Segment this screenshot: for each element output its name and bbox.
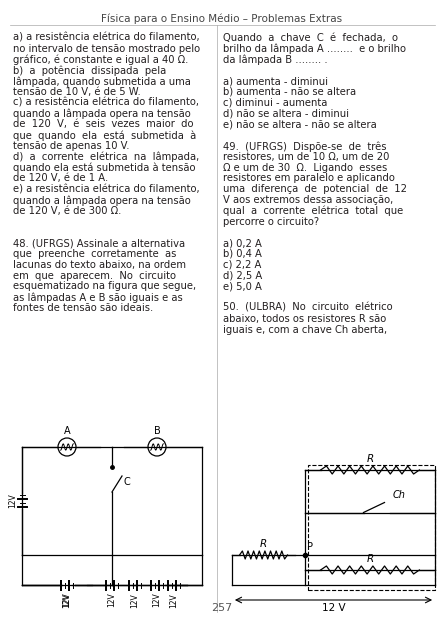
Text: b)  a  potência  dissipada  pela: b) a potência dissipada pela (13, 65, 166, 76)
Text: qual  a  corrente  elétrica  total  que: qual a corrente elétrica total que (223, 206, 404, 216)
Text: A: A (64, 426, 70, 436)
Text: d) 2,5 A: d) 2,5 A (223, 271, 263, 280)
Text: uma  diferença  de  potencial  de  12: uma diferença de potencial de 12 (223, 184, 407, 194)
Text: quando a lâmpada opera na tensão: quando a lâmpada opera na tensão (13, 109, 191, 119)
Text: 12V: 12V (153, 592, 162, 607)
Text: b) aumenta - não se altera: b) aumenta - não se altera (223, 87, 356, 97)
Text: V aos extremos dessa associação,: V aos extremos dessa associação, (223, 195, 393, 205)
Text: 12 V: 12 V (322, 603, 345, 613)
Text: b) 0,4 A: b) 0,4 A (223, 249, 262, 259)
Text: e) não se altera - não se altera: e) não se altera - não se altera (223, 120, 377, 129)
Text: 12V: 12V (170, 593, 178, 608)
Text: 12V: 12V (8, 493, 17, 508)
Text: e) a resistência elétrica do filamento,: e) a resistência elétrica do filamento, (13, 184, 200, 194)
Text: lacunas do texto abaixo, na ordem: lacunas do texto abaixo, na ordem (13, 260, 186, 270)
Text: R: R (260, 539, 267, 549)
Text: P: P (307, 542, 313, 552)
Text: a) 0,2 A: a) 0,2 A (223, 238, 262, 248)
Text: de 120 V, é de 1 A.: de 120 V, é de 1 A. (13, 173, 108, 184)
Text: de  120  V,  é  seis  vezes  maior  do: de 120 V, é seis vezes maior do (13, 120, 194, 129)
Text: d)  a  corrente  elétrica  na  lâmpada,: d) a corrente elétrica na lâmpada, (13, 152, 199, 163)
Bar (308, 465, 435, 590)
Text: c) 2,2 A: c) 2,2 A (223, 260, 262, 270)
Text: 12V: 12V (130, 593, 139, 608)
Text: de 120 V, é de 300 Ω.: de 120 V, é de 300 Ω. (13, 206, 121, 216)
Text: tensão de 10 V, é de 5 W.: tensão de 10 V, é de 5 W. (13, 87, 141, 97)
Text: da lâmpada B ........ .: da lâmpada B ........ . (223, 54, 328, 65)
Text: Quando  a  chave  C  é  fechada,  o: Quando a chave C é fechada, o (223, 33, 398, 43)
Text: quando ela está submetida à tensão: quando ela está submetida à tensão (13, 163, 195, 173)
Text: fontes de tensão são ideais.: fontes de tensão são ideais. (13, 303, 153, 313)
Text: resistores em paralelo e aplicando: resistores em paralelo e aplicando (223, 173, 395, 184)
Text: a) a resistência elétrica do filamento,: a) a resistência elétrica do filamento, (13, 33, 200, 43)
Text: Física para o Ensino Médio – Problemas Extras: Física para o Ensino Médio – Problemas E… (101, 13, 343, 24)
Text: gráfico, é constante e igual a 40 Ω.: gráfico, é constante e igual a 40 Ω. (13, 54, 188, 65)
Text: em  que  aparecem.  No  circuito: em que aparecem. No circuito (13, 271, 176, 280)
Text: que  quando  ela  está  submetida  à: que quando ela está submetida à (13, 130, 196, 141)
Text: quando a lâmpada opera na tensão: quando a lâmpada opera na tensão (13, 195, 191, 205)
Text: que  preenche  corretamente  as: que preenche corretamente as (13, 249, 176, 259)
Text: lâmpada, quando submetida a uma: lâmpada, quando submetida a uma (13, 76, 191, 86)
Text: Ω e um de 30  Ω.  Ligando  esses: Ω e um de 30 Ω. Ligando esses (223, 163, 388, 173)
Text: esquematizado na figura que segue,: esquematizado na figura que segue, (13, 282, 196, 291)
Text: as lâmpadas A e B são iguais e as: as lâmpadas A e B são iguais e as (13, 292, 183, 303)
Text: brilho da lâmpada A ........  e o brilho: brilho da lâmpada A ........ e o brilho (223, 44, 406, 54)
Text: percorre o circuito?: percorre o circuito? (223, 216, 319, 227)
Text: a) aumenta - diminui: a) aumenta - diminui (223, 76, 328, 86)
Text: e) 5,0 A: e) 5,0 A (223, 282, 262, 291)
Text: d) não se altera - diminui: d) não se altera - diminui (223, 109, 349, 118)
Text: 257: 257 (211, 603, 233, 613)
Text: 50.  (ULBRA)  No  circuito  elétrico: 50. (ULBRA) No circuito elétrico (223, 303, 393, 313)
Text: c) diminui - aumenta: c) diminui - aumenta (223, 98, 328, 108)
Text: c) a resistência elétrica do filamento,: c) a resistência elétrica do filamento, (13, 98, 199, 108)
Text: iguais e, com a chave Ch aberta,: iguais e, com a chave Ch aberta, (223, 324, 387, 335)
Text: 49.  (UFRGS)  Dispõe-se  de  três: 49. (UFRGS) Dispõe-se de três (223, 141, 387, 152)
Text: no intervalo de tensão mostrado pelo: no intervalo de tensão mostrado pelo (13, 44, 200, 54)
Text: C: C (124, 477, 131, 487)
Text: 12V: 12V (62, 592, 72, 607)
Text: 48. (UFRGS) Assinale a alternativa: 48. (UFRGS) Assinale a alternativa (13, 238, 185, 248)
Text: R: R (366, 454, 374, 464)
Text: resistores, um de 10 Ω, um de 20: resistores, um de 10 Ω, um de 20 (223, 152, 389, 162)
Text: R: R (366, 554, 374, 564)
Text: Ch: Ch (393, 490, 406, 500)
Text: B: B (154, 426, 160, 436)
Text: 12V: 12V (108, 592, 117, 607)
Text: tensão de apenas 10 V.: tensão de apenas 10 V. (13, 141, 129, 151)
Text: 12V: 12V (62, 593, 72, 608)
Text: abaixo, todos os resistores R são: abaixo, todos os resistores R são (223, 314, 386, 324)
